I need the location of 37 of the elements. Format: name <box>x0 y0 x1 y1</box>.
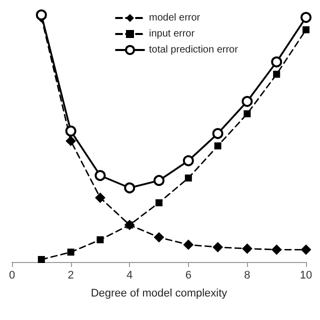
point <box>96 236 104 244</box>
point <box>242 244 252 254</box>
point <box>36 9 47 20</box>
x-tick-label: 10 <box>300 270 312 282</box>
point <box>301 244 311 255</box>
x-axis-title: Degree of model complexity <box>90 288 228 300</box>
point <box>244 110 251 118</box>
x-tick-label: 8 <box>244 270 250 282</box>
legend-label: total prediction error <box>149 44 239 56</box>
point <box>182 155 194 166</box>
point <box>272 244 282 255</box>
point <box>154 232 164 242</box>
x-tick-label: 2 <box>68 270 74 282</box>
point <box>271 56 282 68</box>
x-tick-label: 6 <box>185 270 192 282</box>
point <box>214 142 222 150</box>
point <box>184 174 192 182</box>
point <box>183 240 194 250</box>
point <box>212 128 224 140</box>
point <box>67 248 74 256</box>
x-tick-label: 0 <box>8 270 16 282</box>
point <box>302 26 310 34</box>
point <box>156 199 162 206</box>
point <box>124 182 136 194</box>
point <box>38 256 45 264</box>
point <box>212 242 223 252</box>
point <box>273 70 280 78</box>
point <box>300 12 312 23</box>
legend-label: model error <box>149 12 201 24</box>
point <box>95 192 106 203</box>
point <box>242 96 253 107</box>
point <box>66 136 76 146</box>
point <box>154 174 164 186</box>
x-tick-label: 4 <box>126 270 133 282</box>
point <box>65 126 76 137</box>
legend-label: input error <box>149 28 196 40</box>
point <box>94 170 106 182</box>
